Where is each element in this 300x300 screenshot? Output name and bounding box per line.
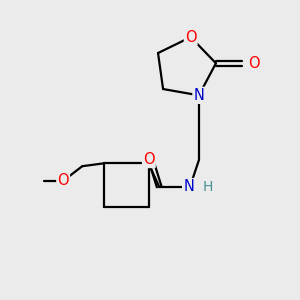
Text: N: N (183, 179, 194, 194)
Text: O: O (185, 30, 197, 45)
Text: O: O (57, 173, 69, 188)
Text: N: N (194, 88, 204, 103)
Text: O: O (143, 152, 154, 167)
Text: O: O (248, 56, 260, 71)
Text: H: H (202, 180, 213, 194)
